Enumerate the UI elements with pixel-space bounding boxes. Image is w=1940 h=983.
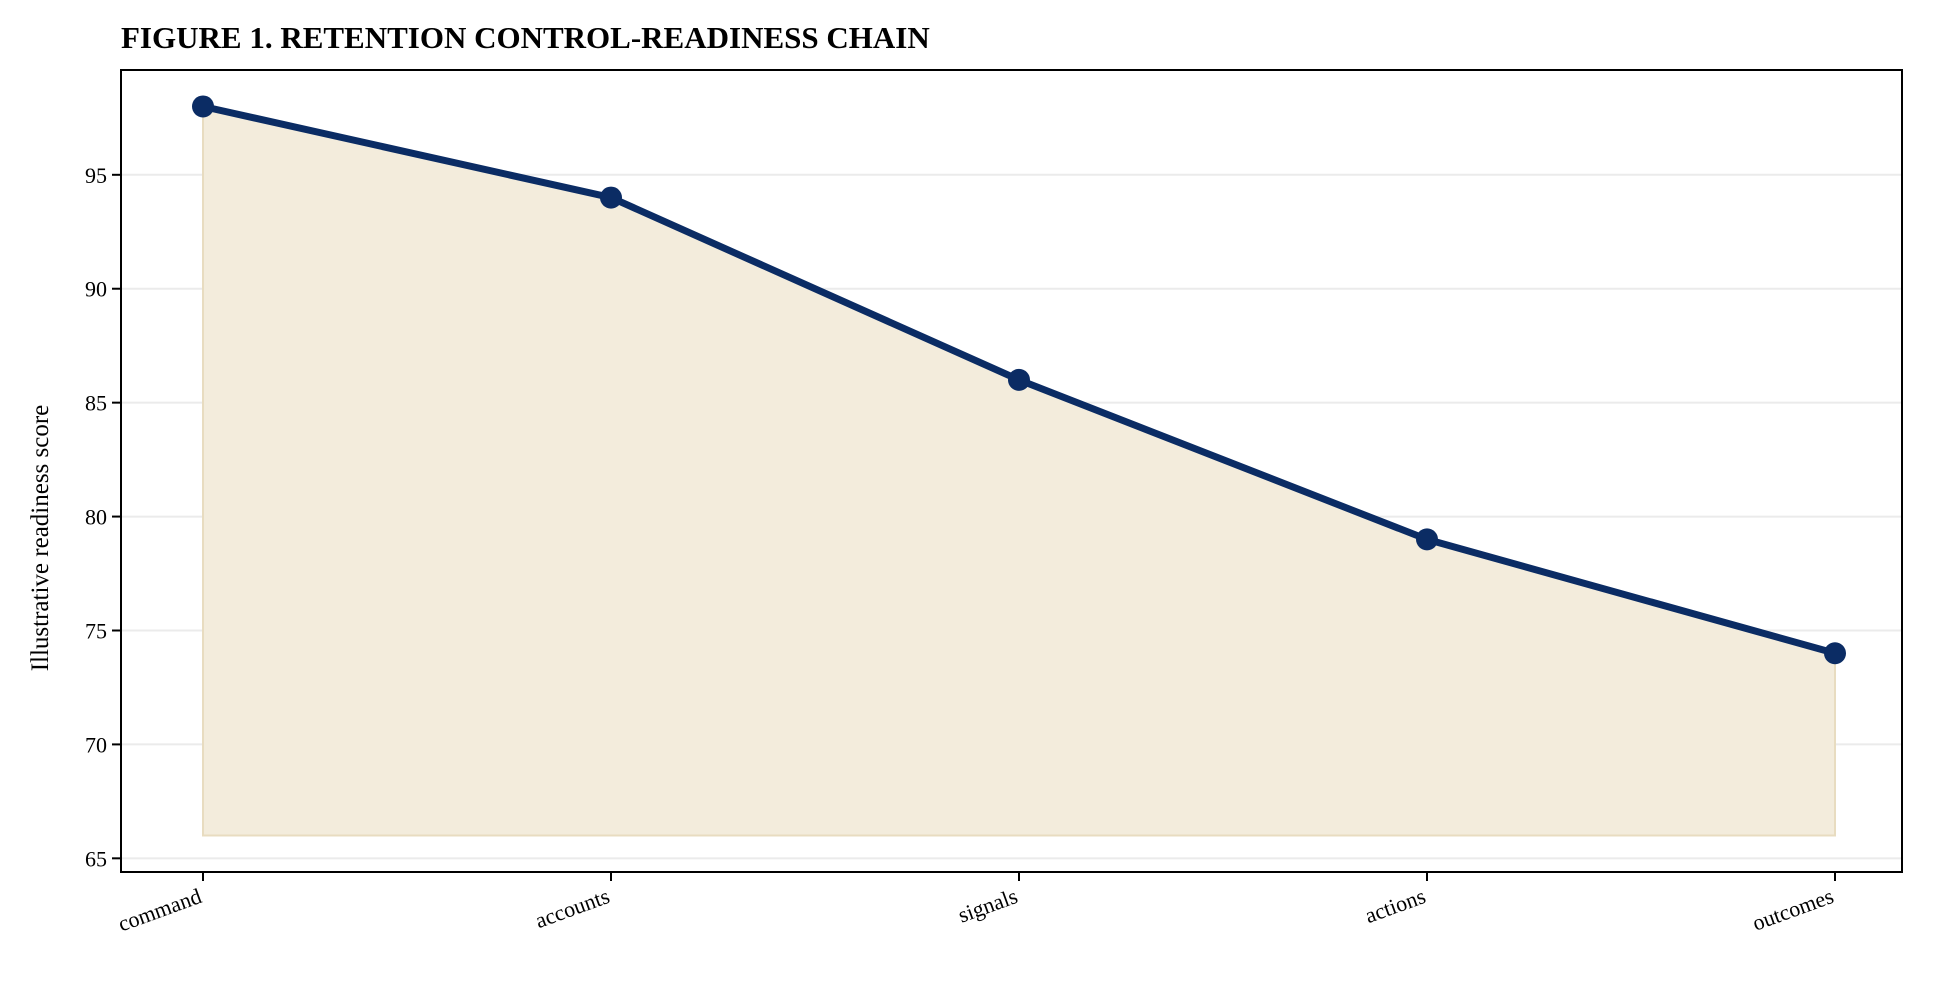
data-point-actions — [1416, 528, 1438, 551]
plot-frame — [120, 69, 1903, 873]
data-point-command — [192, 95, 214, 118]
y-tick-label-65: 65 — [85, 846, 107, 871]
x-axis-ticks: command accounts signals actions outcomes — [115, 872, 1837, 936]
x-tick-label-outcomes: outcomes — [1749, 883, 1837, 935]
data-point-outcomes — [1824, 642, 1846, 665]
data-point-accounts — [600, 186, 622, 209]
x-tick-label-accounts: accounts — [532, 883, 613, 933]
y-tick-label-90: 90 — [85, 277, 107, 302]
series-area — [202, 105, 1836, 837]
y-tick-label-75: 75 — [85, 618, 107, 643]
points-layer — [192, 95, 1846, 665]
y-tick-label-95: 95 — [85, 163, 107, 188]
x-tick-label-signals: signals — [955, 883, 1021, 927]
x-tick-label-actions: actions — [1362, 883, 1429, 928]
y-axis-label: Illustrative readiness score — [27, 405, 54, 672]
data-point-signals — [1008, 368, 1030, 391]
y-tick-label-70: 70 — [85, 732, 107, 757]
area-layer — [202, 105, 1836, 837]
y-tick-label-80: 80 — [85, 505, 107, 530]
x-tick-label-command: command — [115, 883, 205, 936]
y-axis-ticks: 65 70 75 80 85 90 95 — [85, 163, 121, 871]
y-tick-label-85: 85 — [85, 391, 107, 416]
chart-title: FIGURE 1. RETENTION CONTROL-READINESS CH… — [121, 20, 930, 55]
